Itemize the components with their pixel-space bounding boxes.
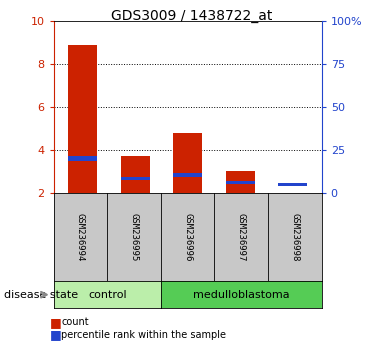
Bar [121, 177, 149, 180]
Bar [68, 156, 97, 161]
Text: ■: ■ [50, 316, 62, 329]
Text: GSM236997: GSM236997 [237, 213, 246, 261]
Bar [173, 173, 202, 177]
Text: disease state: disease state [4, 290, 78, 300]
Bar [278, 183, 307, 187]
Text: control: control [88, 290, 126, 300]
Bar [121, 156, 149, 193]
Bar [68, 45, 97, 193]
Text: GSM236995: GSM236995 [129, 213, 139, 261]
Text: count: count [61, 317, 89, 327]
Text: GSM236998: GSM236998 [290, 213, 300, 261]
Text: medulloblastoma: medulloblastoma [193, 290, 290, 300]
Bar [173, 133, 202, 193]
Bar [226, 181, 255, 184]
Text: ■: ■ [50, 328, 62, 341]
Text: GSM236994: GSM236994 [76, 213, 85, 261]
Text: GSM236996: GSM236996 [183, 213, 192, 261]
Bar [226, 171, 255, 193]
Text: percentile rank within the sample: percentile rank within the sample [61, 330, 226, 339]
Text: GDS3009 / 1438722_at: GDS3009 / 1438722_at [111, 9, 272, 23]
